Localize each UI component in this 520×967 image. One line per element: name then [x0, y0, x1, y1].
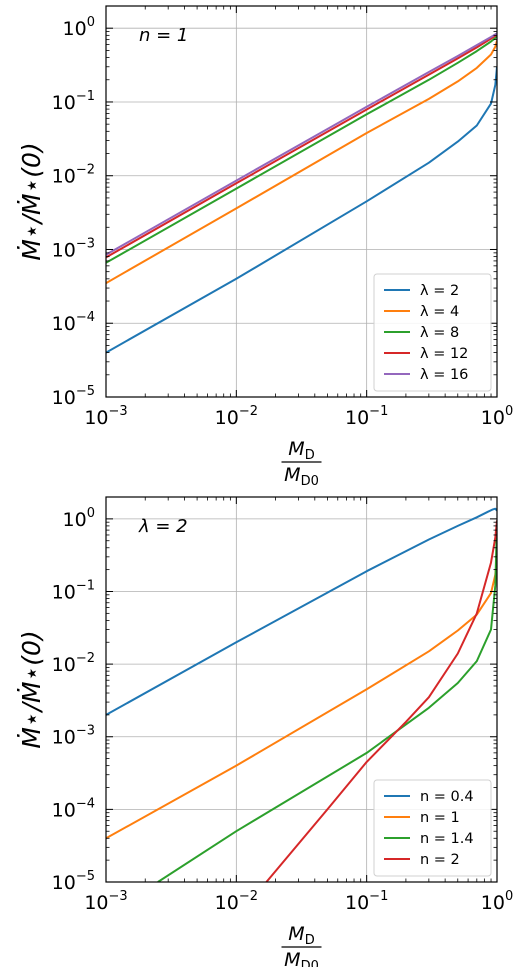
- x-tick-label: 100: [481, 404, 513, 429]
- y-tick-label: 10−2: [52, 651, 95, 676]
- series-line-2: [106, 556, 497, 840]
- legend-frame: [373, 273, 492, 392]
- y-tick-label: 10−1: [52, 89, 95, 114]
- legend-item-label: λ = 2: [420, 283, 459, 299]
- y-tick-label: 10−5: [52, 869, 95, 894]
- series-line-3: [157, 522, 497, 882]
- legend-item-label: λ = 16: [420, 367, 468, 383]
- panel-annotation: n = 1: [139, 25, 188, 46]
- x-axis-label-denominator: MD0: [284, 464, 319, 489]
- series-line-1: [106, 507, 497, 716]
- y-tick-label: 100: [63, 15, 95, 40]
- y-tick-label: 10−4: [52, 310, 95, 335]
- series-line-1: [106, 66, 497, 354]
- x-axis-label-numerator: MD: [288, 923, 314, 948]
- legend-item-label: n = 2: [420, 852, 460, 868]
- series-line-4: [265, 520, 497, 882]
- x-axis-label-numerator: MD: [288, 438, 314, 463]
- y-tick-label: 100: [63, 506, 95, 531]
- legend: λ = 2 λ = 4 λ = 8 λ = 12 λ = 16: [373, 273, 492, 392]
- series-line-4: [106, 33, 497, 259]
- legend-frame: [373, 779, 492, 877]
- series-line-2: [106, 40, 497, 284]
- x-tick-label: 100: [481, 889, 513, 914]
- x-tick-label: 10−2: [215, 889, 258, 914]
- x-axis-label-denominator: MD0: [284, 949, 319, 967]
- y-axis-label: Ṁ⋆/Ṁ⋆(0): [17, 630, 46, 748]
- series-line-5: [106, 32, 497, 256]
- legend-item-label: λ = 4: [420, 304, 459, 320]
- y-tick-label: 10−3: [52, 236, 95, 261]
- y-tick-label: 10−2: [52, 163, 95, 188]
- series-line-3: [106, 35, 497, 264]
- x-tick-label: 10−3: [84, 889, 127, 914]
- y-tick-label: 10−4: [52, 796, 95, 821]
- x-tick-label: 10−3: [84, 404, 127, 429]
- plot-frame: [105, 496, 498, 883]
- y-tick-label: 10−3: [52, 724, 95, 749]
- legend-item-label: n = 1: [420, 810, 460, 826]
- y-tick-label: 10−1: [52, 578, 95, 603]
- panel-annotation: λ = 2: [138, 516, 188, 537]
- chart-panel-1: 10−3 10−2 10−1 100 10−5 10−4 10−3 10−2 10−1 100 n …: [17, 5, 513, 489]
- legend-item-label: λ = 8: [420, 325, 459, 341]
- legend-item-label: n = 1.4: [420, 831, 474, 847]
- x-tick-label: 10−2: [215, 404, 258, 429]
- x-tick-label: 10−1: [345, 889, 388, 914]
- y-axis-label: Ṁ⋆/Ṁ⋆(0): [17, 142, 46, 260]
- plot-frame: [105, 5, 498, 398]
- chart-panel-2: 10−3 10−2 10−1 100 10−5 10−4 10−3 10−2 10−1 100 λ …: [17, 496, 513, 967]
- legend-item-label: n = 0.4: [420, 789, 474, 805]
- legend: n = 0.4 n = 1 n = 1.4 n = 2: [373, 779, 492, 877]
- y-tick-label: 10−5: [52, 384, 95, 409]
- legend-item-label: λ = 12: [420, 346, 468, 362]
- x-tick-label: 10−1: [345, 404, 388, 429]
